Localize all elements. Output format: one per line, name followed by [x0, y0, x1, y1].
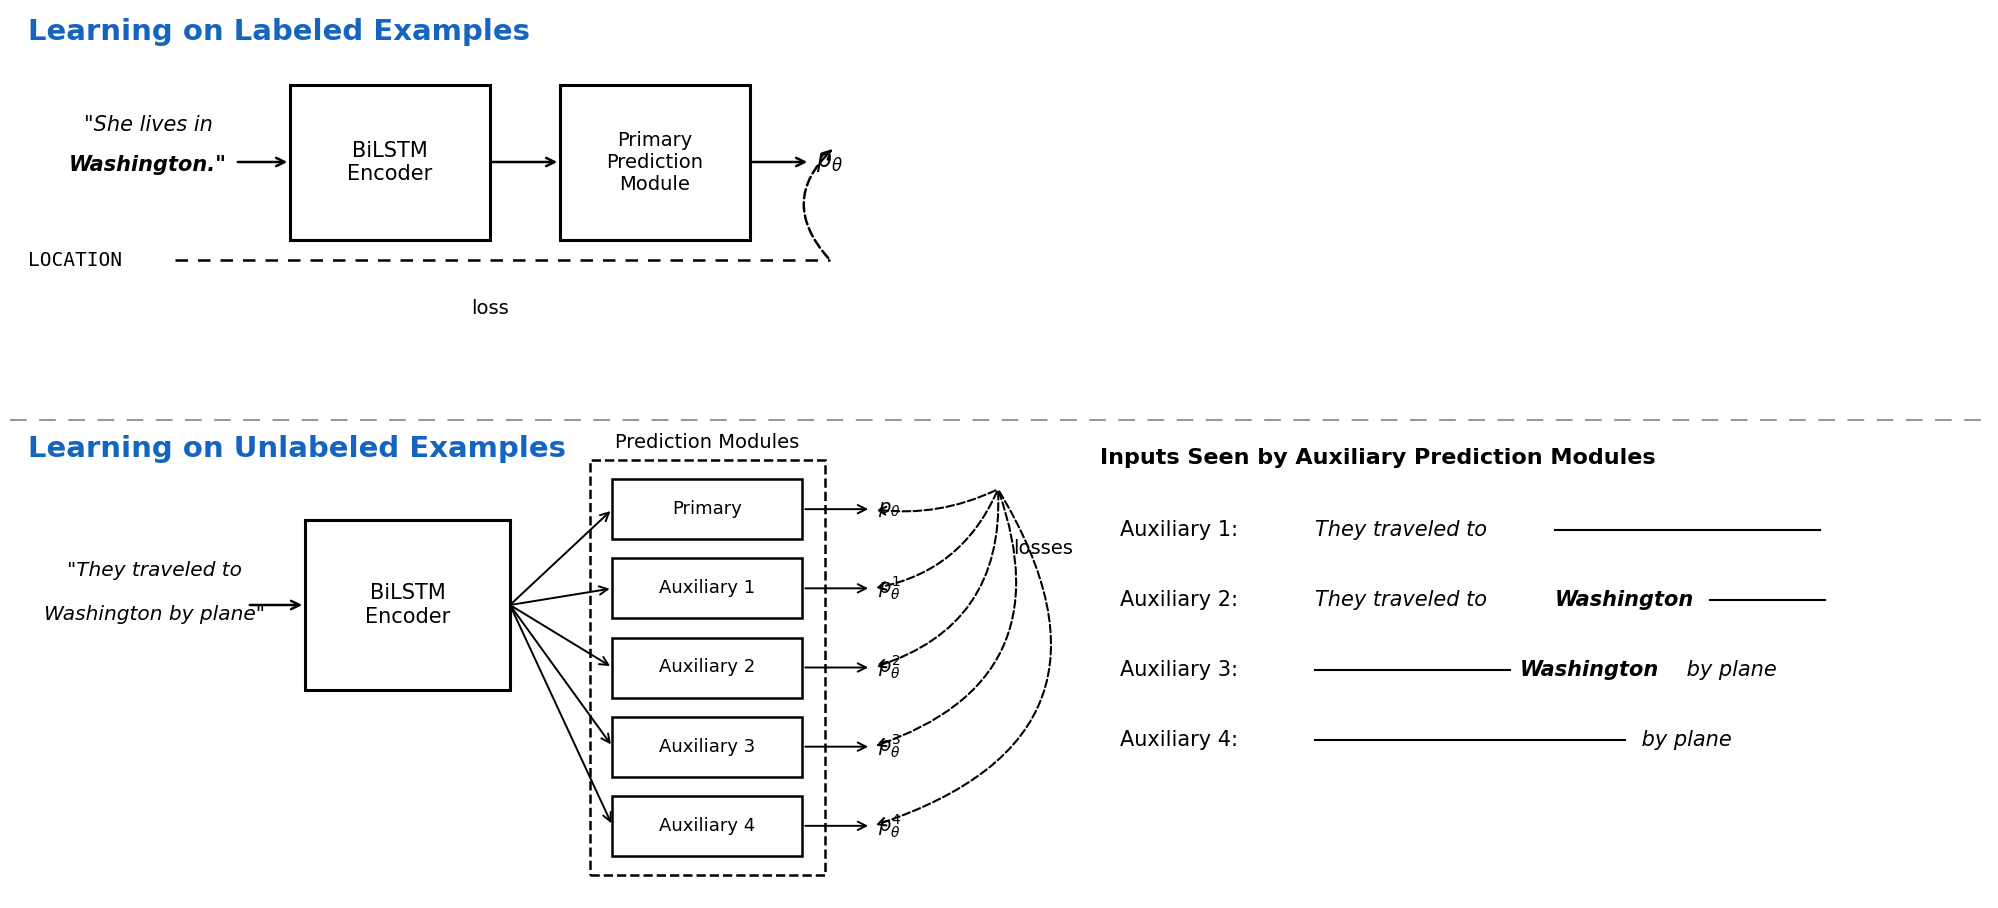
Text: $p_\theta$: $p_\theta$: [815, 150, 843, 174]
Text: Primary: Primary: [671, 500, 741, 518]
Text: They traveled to: They traveled to: [1315, 520, 1493, 540]
Text: Auxiliary 2:: Auxiliary 2:: [1119, 590, 1237, 610]
Text: "She lives in: "She lives in: [84, 115, 212, 135]
Text: Washington: Washington: [1554, 590, 1694, 610]
Text: BiLSTM
Encoder: BiLSTM Encoder: [348, 141, 432, 184]
Bar: [306, 520, 509, 690]
Text: $p^1_\theta$: $p^1_\theta$: [877, 575, 901, 602]
Bar: [611, 795, 801, 856]
Text: $p^3_\theta$: $p^3_\theta$: [877, 733, 901, 760]
Text: "They traveled to: "They traveled to: [68, 560, 242, 579]
Bar: [589, 460, 825, 875]
Text: Learning on Labeled Examples: Learning on Labeled Examples: [28, 18, 529, 46]
Text: by plane: by plane: [1634, 730, 1730, 750]
Text: Auxiliary 1: Auxiliary 1: [659, 579, 755, 597]
Text: Primary
Prediction
Module: Primary Prediction Module: [605, 131, 703, 194]
Text: Prediction Modules: Prediction Modules: [615, 433, 799, 452]
Text: They traveled to: They traveled to: [1315, 590, 1493, 610]
Text: $p^4_\theta$: $p^4_\theta$: [877, 812, 901, 840]
Text: Washington by plane": Washington by plane": [44, 606, 266, 625]
Text: losses: losses: [1013, 539, 1073, 558]
Text: $p^2_\theta$: $p^2_\theta$: [877, 654, 901, 681]
Text: by plane: by plane: [1678, 660, 1776, 680]
Text: Washington: Washington: [1518, 660, 1658, 680]
Text: Inputs Seen by Auxiliary Prediction Modules: Inputs Seen by Auxiliary Prediction Modu…: [1099, 448, 1654, 468]
Bar: [611, 637, 801, 697]
Text: LOCATION: LOCATION: [28, 251, 122, 270]
Text: Auxiliary 2: Auxiliary 2: [659, 658, 755, 676]
Text: Learning on Unlabeled Examples: Learning on Unlabeled Examples: [28, 435, 565, 463]
Bar: [290, 85, 490, 240]
Text: $p_\theta$: $p_\theta$: [877, 499, 899, 518]
Text: loss: loss: [472, 299, 509, 318]
Text: Auxiliary 3: Auxiliary 3: [659, 737, 755, 755]
Text: Washington.": Washington.": [70, 155, 228, 175]
Text: Auxiliary 4:: Auxiliary 4:: [1119, 730, 1237, 750]
Bar: [611, 716, 801, 776]
Bar: [559, 85, 749, 240]
Text: BiLSTM
Encoder: BiLSTM Encoder: [366, 584, 450, 627]
Text: Auxiliary 1:: Auxiliary 1:: [1119, 520, 1237, 540]
Text: Auxiliary 4: Auxiliary 4: [659, 817, 755, 834]
Text: Auxiliary 3:: Auxiliary 3:: [1119, 660, 1237, 680]
Bar: [611, 558, 801, 618]
Bar: [611, 479, 801, 539]
